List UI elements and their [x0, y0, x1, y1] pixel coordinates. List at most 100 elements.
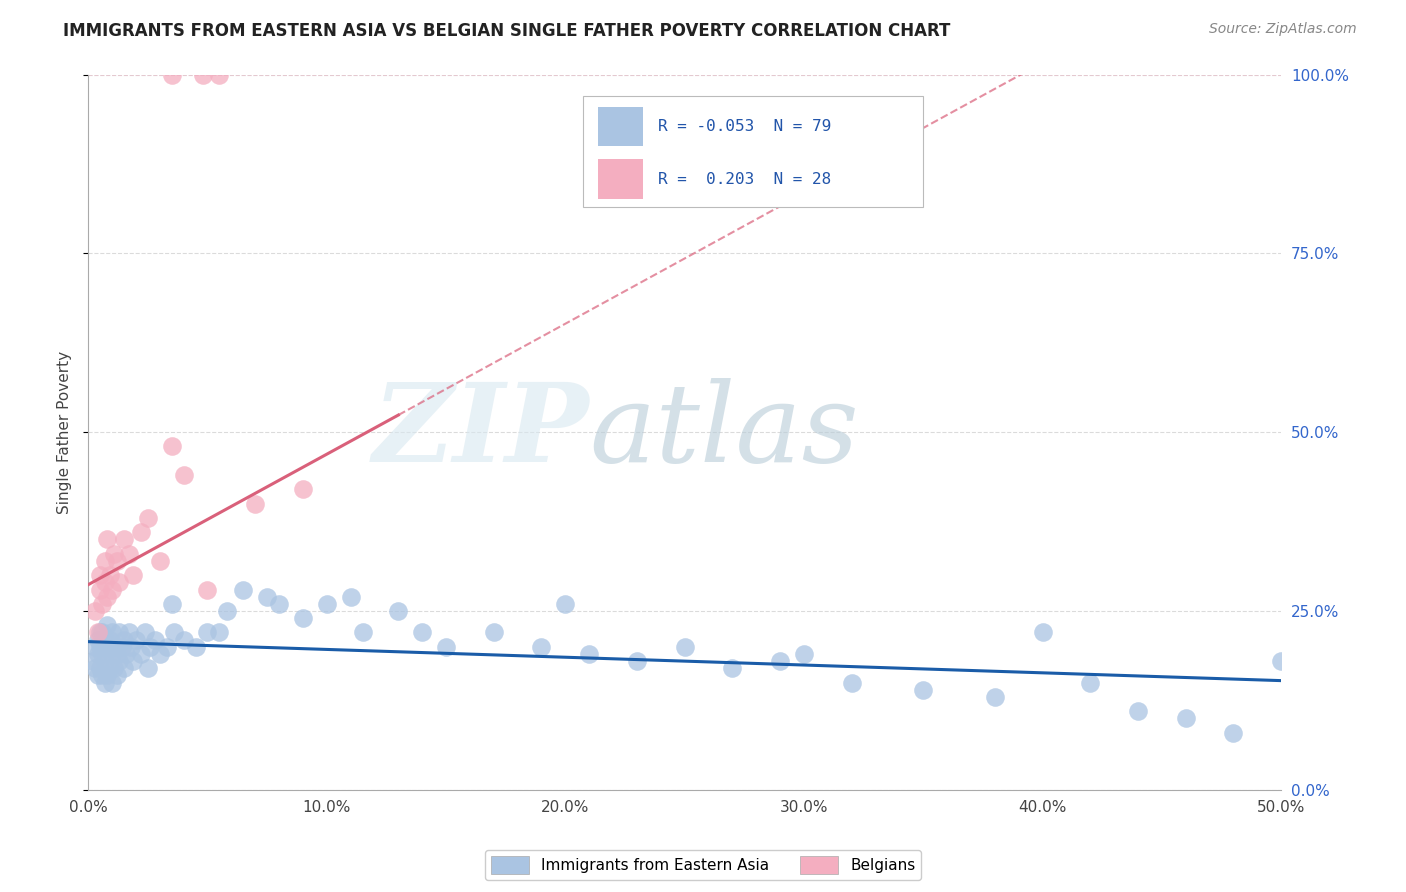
Point	[197, 582, 219, 597]
Point	[89, 661, 111, 675]
Point	[215, 604, 238, 618]
Point	[101, 582, 124, 597]
Point	[122, 568, 145, 582]
Point	[434, 640, 457, 654]
Point	[89, 625, 111, 640]
Point	[122, 654, 145, 668]
Point	[129, 647, 152, 661]
Point	[267, 597, 290, 611]
Point	[160, 68, 183, 82]
Point	[339, 590, 361, 604]
Point	[96, 590, 118, 604]
Point	[1174, 711, 1197, 725]
Text: ZIP: ZIP	[373, 378, 589, 486]
Point	[105, 554, 128, 568]
Point	[101, 647, 124, 661]
Point	[1126, 704, 1149, 718]
Point	[721, 661, 744, 675]
Point	[91, 647, 114, 661]
Point	[96, 668, 118, 682]
Point	[84, 661, 107, 675]
Point	[98, 568, 121, 582]
Point	[1078, 675, 1101, 690]
Point	[89, 582, 111, 597]
Point	[96, 618, 118, 632]
Point	[256, 590, 278, 604]
Point	[98, 632, 121, 647]
Point	[291, 611, 314, 625]
Point	[108, 575, 131, 590]
Point	[86, 668, 108, 682]
Point	[96, 640, 118, 654]
Point	[173, 632, 195, 647]
Point	[112, 632, 135, 647]
Point	[98, 661, 121, 675]
Point	[89, 568, 111, 582]
Point	[1031, 625, 1053, 640]
Point	[118, 625, 141, 640]
Point	[105, 647, 128, 661]
Point	[243, 497, 266, 511]
Text: atlas: atlas	[589, 378, 859, 486]
Legend: Immigrants from Eastern Asia, Belgians: Immigrants from Eastern Asia, Belgians	[485, 850, 921, 880]
Point	[91, 625, 114, 640]
Y-axis label: Single Father Poverty: Single Father Poverty	[58, 351, 72, 514]
Point	[184, 640, 207, 654]
Point	[86, 625, 108, 640]
Point	[82, 654, 104, 668]
Point	[94, 632, 117, 647]
Point	[352, 625, 374, 640]
Text: R = -0.053  N = 79: R = -0.053 N = 79	[658, 119, 831, 134]
Point	[315, 597, 337, 611]
Point	[101, 625, 124, 640]
Text: IMMIGRANTS FROM EASTERN ASIA VS BELGIAN SINGLE FATHER POVERTY CORRELATION CHART: IMMIGRANTS FROM EASTERN ASIA VS BELGIAN …	[63, 22, 950, 40]
Bar	[598, 160, 643, 199]
Point	[149, 554, 172, 568]
Point	[129, 525, 152, 540]
Point	[578, 647, 600, 661]
Point	[387, 604, 409, 618]
Point	[411, 625, 433, 640]
Point	[793, 647, 815, 661]
Point	[984, 690, 1007, 704]
Point	[673, 640, 696, 654]
Point	[91, 668, 114, 682]
Bar	[598, 107, 643, 146]
Text: R =  0.203  N = 28: R = 0.203 N = 28	[658, 171, 831, 186]
Point	[197, 625, 219, 640]
Point	[108, 654, 131, 668]
Point	[136, 661, 159, 675]
Point	[208, 68, 231, 82]
Point	[912, 682, 935, 697]
Point	[554, 597, 576, 611]
Point	[291, 483, 314, 497]
Point	[91, 597, 114, 611]
Point	[125, 632, 148, 647]
Point	[841, 675, 863, 690]
Point	[482, 625, 505, 640]
Point	[160, 597, 183, 611]
Point	[136, 511, 159, 525]
Point	[115, 647, 138, 661]
Text: Source: ZipAtlas.com: Source: ZipAtlas.com	[1209, 22, 1357, 37]
Point	[112, 661, 135, 675]
Point	[89, 640, 111, 654]
Point	[232, 582, 254, 597]
Point	[110, 640, 132, 654]
Point	[101, 675, 124, 690]
Point	[84, 640, 107, 654]
Point	[208, 625, 231, 640]
Point	[94, 554, 117, 568]
Point	[94, 575, 117, 590]
Point	[120, 640, 142, 654]
Point	[173, 468, 195, 483]
Point	[134, 625, 156, 640]
Point	[160, 440, 183, 454]
Point	[1222, 725, 1244, 739]
Point	[108, 625, 131, 640]
Point	[96, 533, 118, 547]
Point	[94, 654, 117, 668]
Point	[118, 547, 141, 561]
Point	[112, 533, 135, 547]
Point	[530, 640, 553, 654]
